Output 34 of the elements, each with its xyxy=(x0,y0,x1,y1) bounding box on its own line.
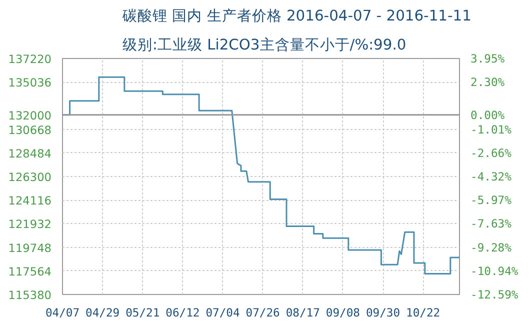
chart-title: 碳酸锂 国内 生产者价格 2016-04-07 - 2016-11-11 xyxy=(122,8,472,24)
y2-tick-label: 3.95% xyxy=(470,52,505,66)
x-tick-label: 09/08 xyxy=(326,306,360,320)
x-tick-label: 06/12 xyxy=(166,306,200,320)
chart-subtitle: 级别:工业级 Li2CO3主含量不小于/%:99.0 xyxy=(122,36,406,54)
x-tick-label: 04/07 xyxy=(45,306,80,320)
y-tick-label: 117564 xyxy=(8,264,52,278)
x-tick-label: 09/30 xyxy=(366,306,400,320)
x-tick-label: 08/17 xyxy=(286,306,320,320)
x-tick-label: 04/29 xyxy=(86,306,120,320)
y-tick-label: 121932 xyxy=(8,217,52,232)
y-tick-label: 132000 xyxy=(8,108,52,122)
x-tick-label: 07/26 xyxy=(246,306,280,320)
y2-tick-label: 2.30% xyxy=(470,75,505,90)
y2-tick-label: -9.28% xyxy=(470,240,512,254)
y-tick-label: 135036 xyxy=(8,76,52,90)
y2-tick-label: 0.00% xyxy=(470,108,505,122)
y-tick-label: 126300 xyxy=(8,170,52,184)
y-tick-label: 137220 xyxy=(8,52,52,66)
x-tick-label: 07/04 xyxy=(206,306,240,320)
y-tick-label: 130668 xyxy=(8,122,52,137)
y2-tick-label: -1.01% xyxy=(470,122,512,136)
y-tick-label: 128484 xyxy=(8,146,52,160)
y2-tick-label: -10.94% xyxy=(470,264,518,278)
y-tick-label: 115380 xyxy=(8,288,52,302)
x-tick-label: 10/22 xyxy=(406,306,440,320)
y-tick-label: 124116 xyxy=(8,194,52,208)
y2-tick-label: -2.66% xyxy=(470,146,512,160)
x-tick-label: 05/21 xyxy=(126,306,160,320)
y2-tick-label: -5.97% xyxy=(470,193,512,208)
y2-tick-label: -4.32% xyxy=(470,170,512,184)
y2-tick-label: -7.63% xyxy=(470,216,512,231)
y-tick-label: 119748 xyxy=(8,240,52,255)
y2-tick-label: -12.59% xyxy=(470,288,518,302)
